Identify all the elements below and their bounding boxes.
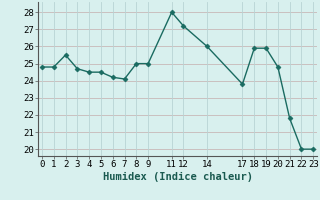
X-axis label: Humidex (Indice chaleur): Humidex (Indice chaleur) xyxy=(103,172,252,182)
